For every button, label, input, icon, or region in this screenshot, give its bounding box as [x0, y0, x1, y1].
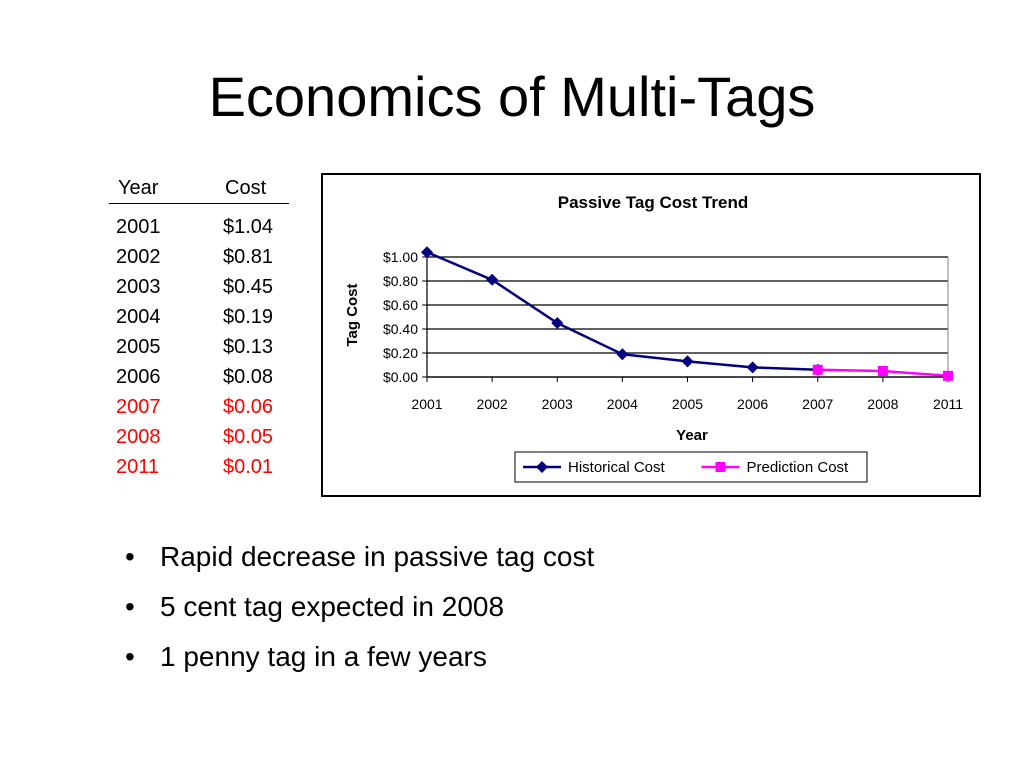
table-row: 2007 $0.06 [109, 394, 289, 424]
x-tick-label: 2004 [607, 396, 638, 412]
x-tick-label: 2001 [411, 396, 442, 412]
x-tick-label: 2008 [867, 396, 898, 412]
table-cell-cost: $0.13 [223, 336, 274, 358]
historical-cost-point [486, 273, 499, 286]
y-tick-label: $0.60 [383, 297, 418, 313]
y-tick-label: $0.20 [383, 345, 418, 361]
historical-cost-point [551, 317, 564, 329]
table-row: 2001 $1.04 [109, 214, 289, 244]
table-cell-year: 2001 [116, 216, 161, 238]
prediction-cost-point [812, 364, 823, 375]
table-cell-cost: $0.19 [223, 306, 274, 328]
header-cost: Cost [225, 177, 267, 199]
table-cell-cost: $0.05 [223, 426, 274, 448]
table-cell-cost: $0.08 [223, 366, 274, 388]
table-row: 2006 $0.08 [109, 364, 289, 394]
y-tick-label: $0.80 [383, 273, 418, 289]
x-tick-label: 2006 [737, 396, 768, 412]
header-year: Year [118, 177, 159, 199]
table-cell-year: 2008 [116, 426, 161, 448]
table-row: 2008 $0.05 [109, 424, 289, 454]
table-cell-year: 2006 [116, 366, 161, 388]
legend-label-historical-cost: Historical Cost [568, 459, 666, 476]
table-cell-year: 2007 [116, 396, 161, 418]
table-row: 2011 $0.01 [109, 454, 289, 484]
historical-cost-point [681, 355, 694, 368]
bullet-item: • 1 penny tag in a few years [125, 635, 594, 685]
bullet-marker: • [125, 591, 135, 622]
bullet-text: Rapid decrease in passive tag cost [160, 541, 595, 572]
x-tick-label: 2011 [933, 396, 963, 412]
y-tick-label: $0.00 [383, 369, 418, 385]
table-cell-year: 2002 [116, 246, 161, 268]
slide-title: Economics of Multi-Tags [208, 65, 816, 128]
bullet-item: • Rapid decrease in passive tag cost [125, 535, 594, 585]
table-cell-cost: $0.01 [223, 456, 274, 478]
table-cell-cost: $0.81 [223, 246, 274, 268]
table-row: 2003 $0.45 [109, 274, 289, 304]
cost-table: Year Cost 2001 $1.04 2002 $0.81 2003 $0.45 200… [109, 177, 289, 484]
x-axis-label: Year [676, 427, 708, 444]
historical-cost-point [746, 361, 759, 374]
table-row: 2002 $0.81 [109, 244, 289, 274]
chart-title: Passive Tag Cost Trend [558, 193, 749, 212]
chart-legend [514, 451, 868, 483]
bullet-item: • 5 cent tag expected in 2008 [125, 585, 594, 635]
bullet-marker: • [125, 541, 135, 572]
table-cell-year: 2003 [116, 276, 161, 298]
prediction-cost-point [943, 370, 953, 381]
chart-canvas: Passive Tag Cost Trend $0.00 $0.20 $0.40 $0.… [344, 193, 963, 483]
bullet-text: 1 penny tag in a few years [160, 641, 487, 672]
x-tick-label: 2007 [802, 396, 833, 412]
bullet-marker: • [125, 641, 135, 672]
table-cell-year: 2005 [116, 336, 161, 358]
x-tick-label: 2002 [477, 396, 508, 412]
bullet-text: 5 cent tag expected in 2008 [160, 591, 505, 622]
y-tick-label: $1.00 [383, 249, 418, 265]
table-header: Year Cost [109, 177, 289, 204]
x-tick-label: 2003 [542, 396, 573, 412]
table-cell-year: 2004 [116, 306, 161, 328]
table-cell-cost: $0.45 [223, 276, 274, 298]
bullet-list: • Rapid decrease in passive tag cost • 5 ce… [125, 535, 594, 685]
historical-cost-point [616, 348, 629, 361]
table-cell-cost: $0.06 [223, 396, 274, 418]
legend-label-prediction-cost: Prediction Cost [747, 459, 850, 476]
historical-cost-point [421, 246, 433, 259]
y-tick-label: $0.40 [383, 321, 418, 337]
table-row: 2005 $0.13 [109, 334, 289, 364]
table-cell-year: 2011 [116, 456, 160, 478]
legend-marker-historical-cost [536, 461, 548, 473]
prediction-cost-point [877, 366, 888, 376]
legend-marker-prediction-cost [715, 462, 726, 472]
x-tick-label: 2005 [672, 396, 703, 412]
y-axis-label: Tag Cost [344, 283, 361, 346]
table-row: 2004 $0.19 [109, 304, 289, 334]
table-body: 2001 $1.04 2002 $0.81 2003 $0.45 2004 $0.19 2005… [109, 214, 289, 484]
table-cell-cost: $1.04 [223, 216, 274, 238]
cost-trend-chart: Passive Tag Cost Trend $0.00 $0.20 $0.40 $0.… [321, 173, 981, 497]
